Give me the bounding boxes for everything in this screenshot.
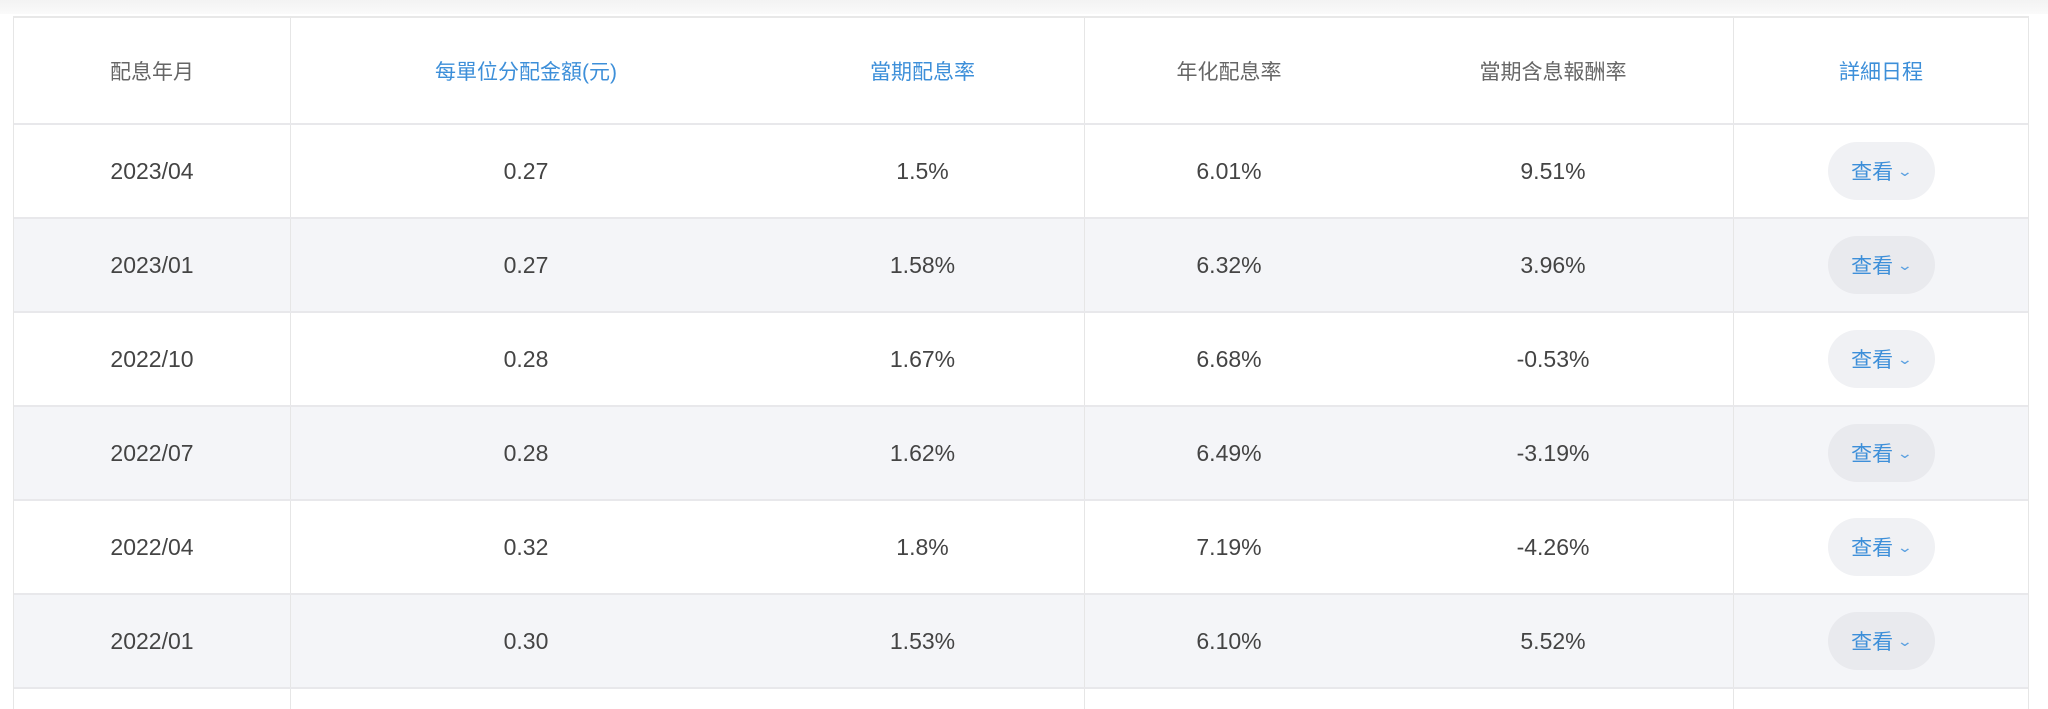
cell-amount: 0.32 bbox=[503, 533, 549, 560]
cell-period-rate: 1.53% bbox=[761, 595, 1085, 687]
view-details-button[interactable]: 查看 ⌄ bbox=[1827, 142, 1935, 200]
table-row: 2022/01 0.30 1.53% 6.10% 5.52% 查看 ⌄ bbox=[14, 595, 2028, 689]
empty-cell bbox=[761, 689, 1085, 709]
cell-amount: 0.27 bbox=[503, 157, 549, 184]
view-label: 查看 bbox=[1851, 255, 1894, 278]
cell-total-return: 5.52% bbox=[1373, 595, 1734, 687]
cell-amount: 0.30 bbox=[503, 627, 549, 654]
cell-amount: 0.27 bbox=[503, 251, 549, 278]
table-row: 2022/10 0.28 1.67% 6.68% -0.53% 查看 ⌄ bbox=[14, 313, 2028, 407]
cell-amount: 0.28 bbox=[503, 439, 549, 466]
dividend-table: 配息年月 每單位分配金額(元) 當期配息率 年化配息率 當期含息報酬率 詳細日程… bbox=[13, 16, 2029, 709]
cell-month: 2022/04 bbox=[14, 501, 291, 593]
table-header: 配息年月 每單位分配金額(元) 當期配息率 年化配息率 當期含息報酬率 詳細日程 bbox=[14, 18, 2028, 125]
cell-details: 查看 ⌄ bbox=[1734, 125, 2028, 217]
cell-total-return: 9.51% bbox=[1373, 125, 1734, 217]
header-details[interactable]: 詳細日程 bbox=[1839, 60, 1923, 84]
cell-annual-rate: 6.01% bbox=[1196, 157, 1262, 184]
table-row: 2023/01 0.27 1.58% 6.32% 3.96% 查看 ⌄ bbox=[14, 219, 2028, 313]
empty-cell bbox=[1734, 689, 2028, 709]
empty-cell bbox=[291, 689, 761, 709]
cell-annual-rate: 7.19% bbox=[1196, 533, 1262, 560]
header-amount[interactable]: 每單位分配金額(元) bbox=[435, 60, 617, 84]
cell-month: 2022/07 bbox=[14, 407, 291, 499]
table-row: 2022/04 0.32 1.8% 7.19% -4.26% 查看 ⌄ bbox=[14, 501, 2028, 595]
cell-details: 查看 ⌄ bbox=[1734, 313, 2028, 405]
view-label: 查看 bbox=[1851, 631, 1894, 654]
header-month: 配息年月 bbox=[14, 18, 291, 123]
cell-annual-rate: 6.10% bbox=[1196, 627, 1262, 654]
chevron-down-icon: ⌄ bbox=[1896, 632, 1914, 649]
cell-annual-rate: 6.68% bbox=[1196, 345, 1262, 372]
view-label: 查看 bbox=[1851, 443, 1894, 466]
cell-annual-rate: 6.32% bbox=[1196, 251, 1262, 278]
cell-details: 查看 ⌄ bbox=[1734, 501, 2028, 593]
view-details-button[interactable]: 查看 ⌄ bbox=[1827, 518, 1935, 576]
header-total-return: 當期含息報酬率 bbox=[1373, 18, 1734, 123]
top-shadow bbox=[0, 0, 2048, 14]
cell-amount: 0.28 bbox=[503, 345, 549, 372]
view-label: 查看 bbox=[1851, 349, 1894, 372]
cell-total-return: -0.53% bbox=[1373, 313, 1734, 405]
cell-month: 2022/01 bbox=[14, 595, 291, 687]
cell-annual-rate: 6.49% bbox=[1196, 439, 1262, 466]
cell-details: 查看 ⌄ bbox=[1734, 407, 2028, 499]
cell-total-return: 3.96% bbox=[1373, 219, 1734, 311]
chevron-down-icon: ⌄ bbox=[1896, 444, 1914, 461]
view-label: 查看 bbox=[1851, 161, 1894, 184]
cell-month: 2023/04 bbox=[14, 125, 291, 217]
table-row-partial bbox=[14, 689, 2028, 709]
chevron-down-icon: ⌄ bbox=[1896, 162, 1914, 179]
cell-period-rate: 1.8% bbox=[761, 501, 1085, 593]
chevron-down-icon: ⌄ bbox=[1896, 256, 1914, 273]
cell-period-rate: 1.58% bbox=[761, 219, 1085, 311]
view-details-button[interactable]: 查看 ⌄ bbox=[1827, 330, 1935, 388]
header-annual-rate: 年化配息率 bbox=[1176, 60, 1282, 84]
view-label: 查看 bbox=[1851, 537, 1894, 560]
view-details-button[interactable]: 查看 ⌄ bbox=[1827, 424, 1935, 482]
cell-total-return: -3.19% bbox=[1373, 407, 1734, 499]
view-details-button[interactable]: 查看 ⌄ bbox=[1827, 236, 1935, 294]
chevron-down-icon: ⌄ bbox=[1896, 350, 1914, 367]
table-row: 2023/04 0.27 1.5% 6.01% 9.51% 查看 ⌄ bbox=[14, 125, 2028, 219]
cell-total-return: -4.26% bbox=[1373, 501, 1734, 593]
empty-cell bbox=[1085, 689, 1373, 709]
table-row: 2022/07 0.28 1.62% 6.49% -3.19% 查看 ⌄ bbox=[14, 407, 2028, 501]
chevron-down-icon: ⌄ bbox=[1896, 538, 1914, 555]
cell-period-rate: 1.67% bbox=[761, 313, 1085, 405]
header-period-rate[interactable]: 當期配息率 bbox=[761, 18, 1085, 123]
cell-details: 查看 ⌄ bbox=[1734, 219, 2028, 311]
cell-period-rate: 1.62% bbox=[761, 407, 1085, 499]
empty-cell bbox=[1373, 689, 1734, 709]
view-details-button[interactable]: 查看 ⌄ bbox=[1827, 612, 1935, 670]
cell-month: 2023/01 bbox=[14, 219, 291, 311]
cell-month: 2022/10 bbox=[14, 313, 291, 405]
empty-cell bbox=[14, 689, 291, 709]
cell-details: 查看 ⌄ bbox=[1734, 595, 2028, 687]
cell-period-rate: 1.5% bbox=[761, 125, 1085, 217]
